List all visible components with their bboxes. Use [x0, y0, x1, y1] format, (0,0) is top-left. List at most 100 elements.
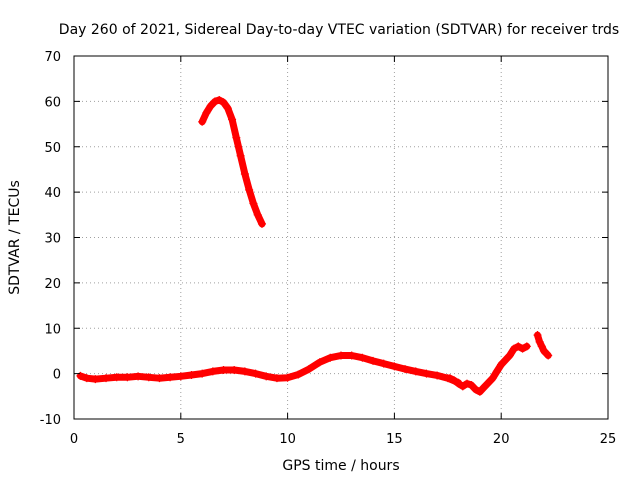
data-point	[219, 365, 228, 374]
data-point	[76, 371, 85, 380]
chart-title: Day 260 of 2021, Sidereal Day-to-day VTE…	[59, 22, 619, 38]
series-arc-low-2	[445, 360, 506, 396]
y-tick-label: 70	[44, 50, 61, 65]
data-point	[155, 374, 164, 383]
data-point	[187, 370, 196, 379]
data-point	[144, 373, 153, 382]
data-point	[488, 374, 497, 383]
data-point	[458, 382, 467, 391]
data-point	[347, 351, 356, 360]
grid	[74, 56, 608, 419]
data-point	[198, 117, 207, 126]
data-point	[326, 353, 335, 362]
data-point	[304, 365, 313, 374]
data-point	[262, 372, 271, 381]
x-tick-label: 15	[386, 432, 403, 447]
x-tick-label: 25	[600, 432, 617, 447]
tick-labels: 0 5 10 15 20 25 -10 0 10 20 30 40 50 60 70	[40, 50, 617, 447]
x-tick-label: 0	[70, 432, 78, 447]
data-point	[390, 362, 399, 371]
data-point	[497, 360, 506, 369]
data-point	[337, 351, 345, 360]
series-arc-low-1	[76, 351, 463, 387]
data-point	[480, 383, 489, 392]
data-point	[411, 367, 420, 376]
data-point	[206, 101, 215, 110]
data-point	[433, 371, 442, 380]
y-tick-label: -10	[40, 413, 61, 428]
series-arc-low-4	[533, 331, 553, 360]
x-axis-label: GPS time / hours	[282, 458, 399, 474]
data-point	[123, 373, 132, 382]
data-point	[522, 342, 531, 351]
y-tick-label: 10	[44, 322, 61, 337]
data-point	[253, 210, 262, 219]
data-point	[505, 351, 514, 360]
data-point	[210, 97, 219, 106]
data-point	[544, 351, 553, 360]
data-point	[240, 169, 249, 178]
data-point	[535, 337, 544, 346]
data-point	[257, 219, 266, 228]
data-point	[223, 104, 232, 113]
data-point	[208, 367, 217, 376]
data-point	[228, 115, 237, 124]
data-point	[166, 373, 175, 382]
data-point	[102, 374, 111, 383]
data-point	[219, 98, 228, 107]
data-point	[518, 344, 527, 353]
data-points	[76, 96, 553, 396]
series-arc-high	[198, 96, 266, 228]
y-tick-label: 60	[44, 95, 61, 110]
data-point	[294, 370, 303, 379]
y-axis-label: SDTVAR / TECUs	[7, 180, 23, 295]
data-point	[249, 199, 258, 208]
data-point	[283, 373, 292, 382]
data-point	[445, 374, 454, 383]
data-point	[450, 376, 459, 385]
data-point	[82, 374, 91, 383]
data-point	[272, 374, 281, 383]
data-point	[112, 373, 121, 382]
y-tick-label: 30	[44, 232, 61, 247]
data-point	[315, 358, 324, 367]
data-point	[475, 387, 484, 396]
x-tick-label: 10	[279, 432, 296, 447]
data-point	[514, 342, 523, 351]
data-point	[492, 367, 501, 376]
data-point	[422, 369, 431, 378]
data-point	[358, 353, 367, 362]
data-point	[251, 369, 260, 378]
data-point	[537, 342, 546, 351]
data-point	[463, 379, 472, 388]
data-point	[379, 359, 388, 368]
data-point	[202, 108, 211, 117]
data-point	[454, 379, 463, 388]
data-point	[240, 367, 249, 376]
y-tick-label: 50	[44, 141, 61, 156]
series-arc-low-3	[497, 342, 531, 369]
data-point	[91, 375, 100, 384]
x-tick-label: 20	[493, 432, 510, 447]
data-point	[245, 185, 254, 194]
y-tick-label: 40	[44, 186, 61, 201]
data-point	[232, 133, 241, 142]
y-tick-label: 20	[44, 277, 61, 292]
y-tick-label: 0	[53, 368, 61, 383]
data-point	[501, 356, 510, 365]
data-point	[230, 365, 239, 374]
data-point	[467, 380, 476, 389]
data-point	[198, 369, 207, 378]
data-point	[533, 331, 542, 340]
data-point	[510, 344, 519, 353]
data-point	[176, 372, 185, 381]
data-point	[369, 356, 378, 365]
data-point	[471, 385, 480, 394]
data-point	[484, 378, 493, 387]
data-point	[134, 372, 143, 381]
data-point	[401, 365, 410, 374]
x-tick-label: 5	[177, 432, 185, 447]
data-point	[215, 96, 224, 105]
data-point	[236, 151, 245, 160]
